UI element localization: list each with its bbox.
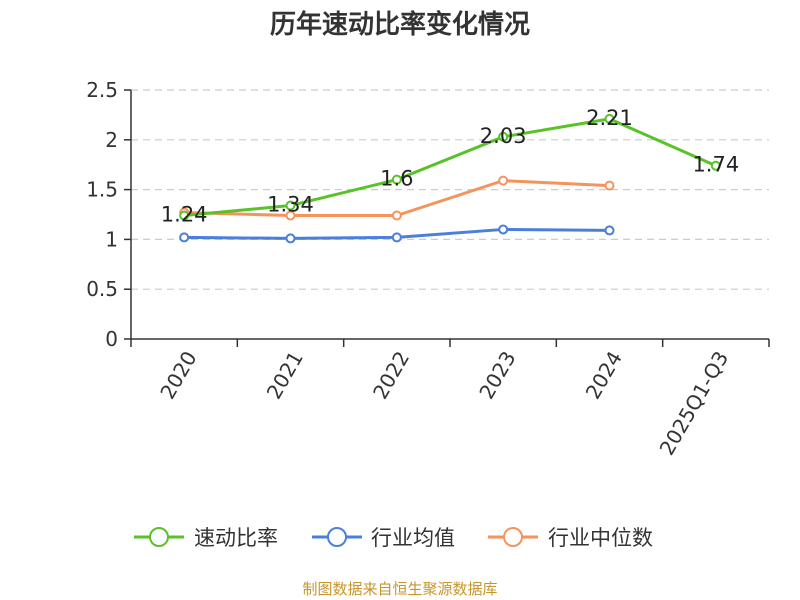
source-note: 制图数据来自恒生聚源数据库: [302, 580, 497, 598]
legend: 速动比率 行业均值 行业中位数: [134, 526, 653, 550]
y-tick-label: 1.5: [86, 178, 118, 202]
y-tick-label: 0.5: [86, 277, 118, 301]
x-tick-label: 2025Q1-Q3: [655, 347, 734, 459]
data-point: [498, 175, 509, 186]
legend-label-2: 行业中位数: [548, 526, 653, 550]
y-tick-label: 1: [105, 227, 118, 251]
x-tick-label: 2020: [155, 347, 201, 403]
data-point: [179, 232, 190, 243]
data-label: 1.34: [267, 193, 314, 217]
x-tick-label: 2022: [368, 347, 414, 403]
legend-marker-2: [503, 527, 523, 547]
data-label: 1.6: [380, 167, 413, 191]
data-point: [604, 225, 615, 236]
data-point: [285, 210, 296, 221]
data-point: [285, 200, 296, 211]
series-line-0: [184, 117, 717, 217]
data-point: [710, 160, 721, 171]
data-label: 1.24: [161, 202, 208, 226]
grid-lines: [131, 89, 769, 290]
data-label: 1.74: [692, 153, 739, 177]
legend-label-1: 行业均值: [371, 526, 455, 550]
data-point: [498, 131, 509, 142]
axes: 0 0.5 1 1.5 2 2.5 2020 2021 2022 2023 2024 2025Q1-Q…: [86, 78, 770, 459]
y-tick-label: 0: [105, 327, 118, 351]
legend-marker-0: [149, 527, 169, 547]
data-point: [391, 232, 402, 243]
legend-label-0: 速动比率: [194, 526, 278, 550]
data-point: [391, 174, 402, 185]
series-layer: [179, 113, 721, 244]
chart-title: 历年速动比率变化情况: [270, 9, 530, 40]
x-tick-label: 2024: [581, 347, 627, 403]
data-label: 2.21: [586, 106, 633, 130]
x-tick-label: 2021: [262, 347, 308, 403]
x-tick-label: 2023: [474, 347, 520, 403]
data-point: [285, 233, 296, 244]
y-tick-label: 2: [105, 128, 118, 152]
data-point: [604, 113, 615, 124]
data-point: [498, 224, 509, 235]
y-tick-label: 2.5: [86, 78, 118, 102]
data-point: [391, 210, 402, 221]
data-labels: 1.24 1.34 1.6 2.03 2.21 1.74: [161, 106, 739, 227]
data-label: 2.03: [480, 124, 527, 148]
data-point: [604, 180, 615, 191]
legend-marker-1: [327, 527, 347, 547]
data-point: [179, 210, 190, 221]
